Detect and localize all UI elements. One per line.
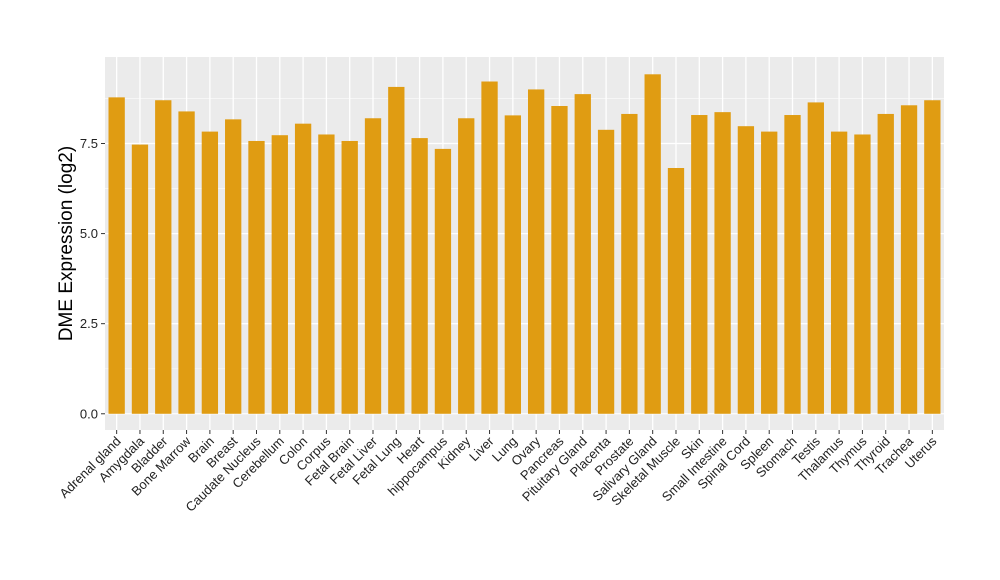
bar: [201, 131, 219, 414]
bar: [900, 105, 918, 414]
bar: [924, 100, 941, 414]
bar: [155, 100, 172, 414]
y-tick-label: 7.5: [80, 136, 98, 151]
plot-panel: [105, 57, 944, 430]
bar: [807, 102, 824, 414]
y-tick-label: 0.0: [80, 406, 98, 421]
y-axis: 0.0 2.5 5.0 7.5: [80, 136, 105, 421]
bar: [691, 115, 708, 414]
bar: [737, 126, 755, 414]
bar: [388, 86, 405, 414]
bar: [225, 119, 242, 414]
bar: [644, 74, 661, 414]
bar: [784, 115, 801, 414]
y-tick-label: 2.5: [80, 316, 98, 331]
y-axis-title: DME Expression (log2): [56, 146, 77, 341]
x-tick-label: Liver: [466, 433, 497, 464]
bar: [341, 140, 358, 414]
bar: [318, 134, 335, 414]
bar: [248, 140, 265, 414]
bar: [714, 112, 731, 414]
bar: [434, 148, 452, 414]
bar: [597, 129, 615, 414]
bar: [481, 81, 498, 414]
bar: [854, 134, 871, 414]
bar: [621, 113, 638, 414]
bar: [527, 89, 545, 414]
bar: [108, 97, 125, 414]
bar: [271, 135, 288, 414]
bar: [574, 94, 591, 414]
bar: [294, 123, 312, 414]
bar: [551, 106, 568, 414]
y-tick-label: 5.0: [80, 226, 98, 241]
bar: [830, 131, 848, 414]
bar: [761, 131, 778, 414]
bar: [458, 118, 475, 414]
bar: [364, 118, 382, 414]
bars: [108, 74, 941, 414]
bar: [131, 144, 149, 414]
bar: [504, 115, 522, 414]
bar: [877, 113, 894, 414]
bar: [178, 111, 195, 414]
bar: [667, 167, 685, 414]
bar: [411, 138, 428, 414]
